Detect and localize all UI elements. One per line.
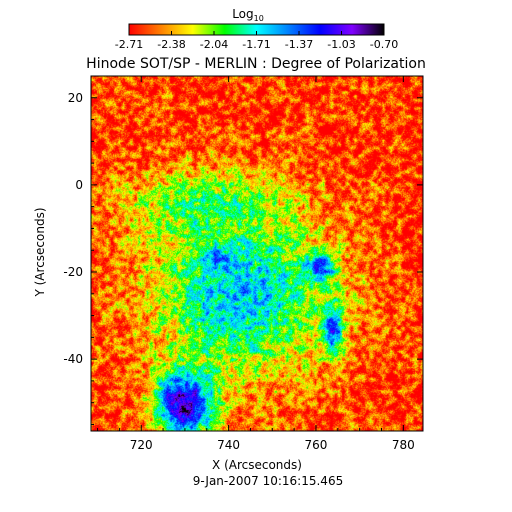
- x-axis-label: X (Arcseconds): [212, 458, 302, 472]
- colorbar-tick-label: -2.71: [115, 38, 143, 51]
- y-axis-label: Y (Arcseconds): [33, 207, 47, 297]
- y-tick-label: -40: [63, 352, 83, 366]
- y-axis-ticks: -40 -20 0 20: [63, 75, 423, 425]
- x-tick-label: 720: [130, 438, 153, 452]
- x-axis-ticks: 720 740 760 780: [97, 76, 415, 452]
- colorbar-tick-label: -1.37: [285, 38, 313, 51]
- x-tick-label: 740: [217, 438, 240, 452]
- colorbar-tick-label: -2.38: [157, 38, 185, 51]
- colorbar-ticks: -2.71 -2.38 -2.04 -1.71 -1.37 -1.03 -0.70: [115, 31, 398, 51]
- plot-frame: [90, 75, 424, 432]
- colorbar-title: Log10: [232, 7, 264, 23]
- colorbar-tick-label: -1.03: [327, 38, 355, 51]
- observation-timestamp: 9-Jan-2007 10:16:15.465: [193, 474, 343, 488]
- y-tick-label: 0: [75, 178, 83, 192]
- chart-title: Hinode SOT/SP - MERLIN : Degree of Polar…: [86, 56, 426, 72]
- x-tick-label: 760: [305, 438, 328, 452]
- y-tick-label: -20: [63, 265, 83, 279]
- colorbar-tick-label: -1.71: [242, 38, 270, 51]
- colorbar-tick-label: -0.70: [370, 38, 398, 51]
- colorbar-tick-label: -2.04: [200, 38, 228, 51]
- y-tick-label: 20: [68, 91, 83, 105]
- polarization-heatmap: [91, 76, 423, 431]
- x-tick-label: 780: [392, 438, 415, 452]
